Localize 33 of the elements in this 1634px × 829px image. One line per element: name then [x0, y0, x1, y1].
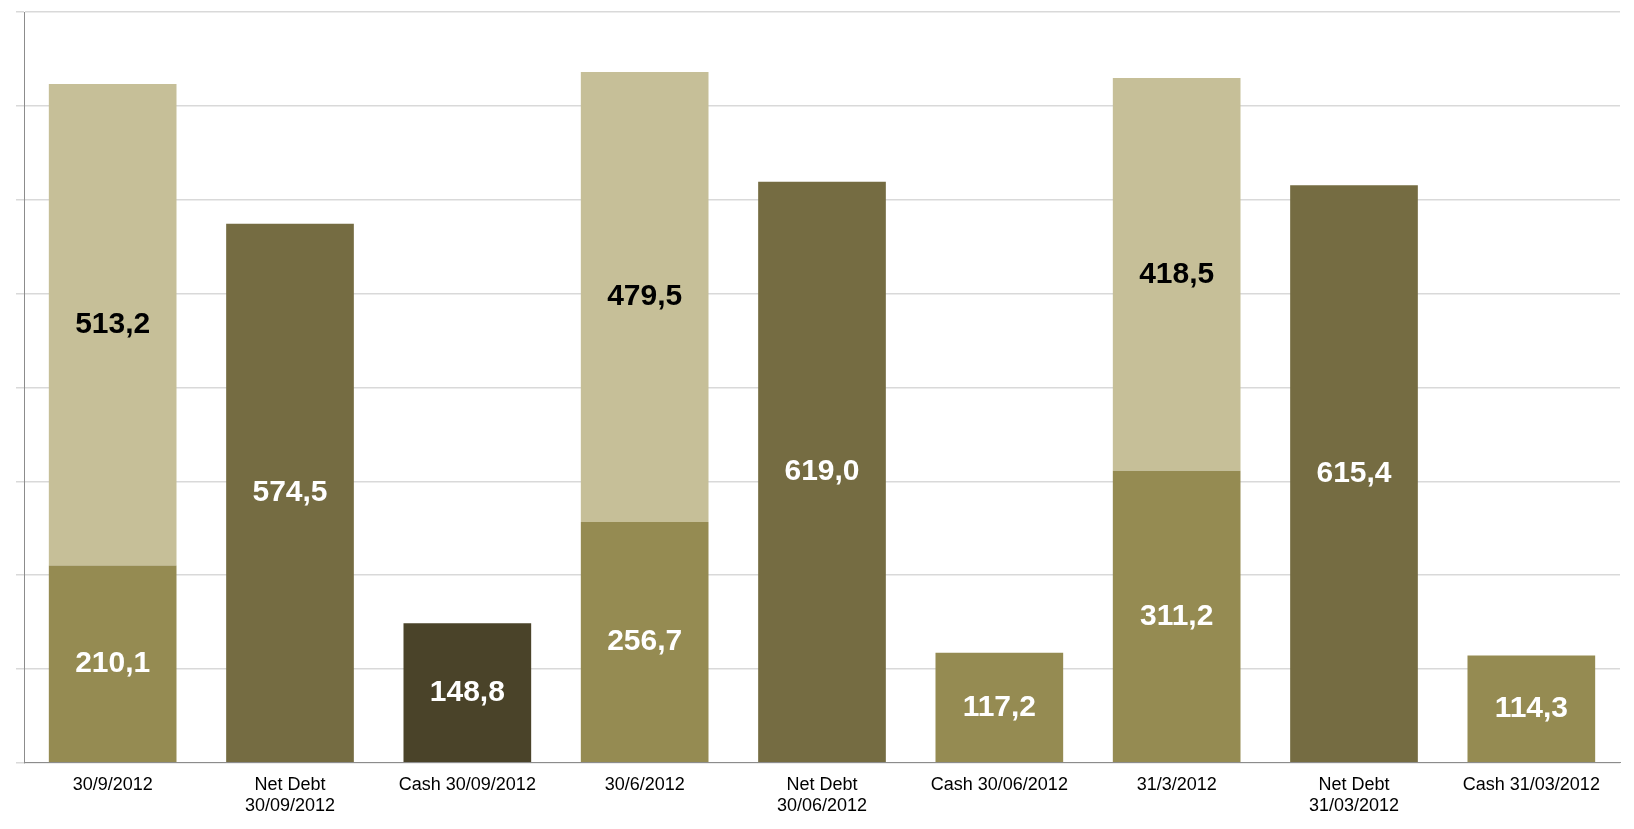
x-tick-label: 31/3/2012 [1136, 773, 1217, 794]
bar [580, 71, 709, 522]
x-tick-label: Net Debt 30/06/2012 [776, 773, 868, 816]
data-label: 615,4 [1316, 454, 1392, 488]
data-label: 513,2 [75, 306, 151, 340]
bar [226, 223, 354, 763]
bar [758, 181, 886, 763]
data-label: 418,5 [1139, 255, 1215, 289]
data-label: 117,2 [962, 688, 1037, 722]
bar [48, 83, 177, 566]
bar [403, 623, 532, 763]
x-tick-label: 30/6/2012 [604, 773, 685, 794]
x-tick-label: Cash 30/09/2012 [398, 773, 536, 794]
bar [1290, 185, 1418, 763]
data-label: 619,0 [784, 453, 860, 487]
data-label: 311,2 [1139, 597, 1214, 631]
data-label: 479,5 [607, 278, 683, 312]
bar [1112, 77, 1241, 471]
x-tick-label: Net Debt 30/09/2012 [244, 773, 336, 816]
bar [935, 652, 1064, 763]
data-label: 210,1 [75, 645, 151, 679]
x-tick-label: 30/9/2012 [72, 773, 153, 794]
bar [48, 565, 177, 763]
data-label: 256,7 [607, 623, 683, 657]
bar [1467, 655, 1596, 763]
x-tick-label: Net Debt 31/03/2012 [1308, 773, 1400, 816]
x-tick-label: Cash 31/03/2012 [1462, 773, 1600, 794]
bar [1112, 470, 1241, 763]
data-label: 574,5 [252, 474, 328, 508]
data-label: 114,3 [1494, 690, 1569, 724]
x-tick-label: Cash 30/06/2012 [930, 773, 1068, 794]
data-label: 148,8 [429, 673, 505, 707]
bar [580, 521, 709, 763]
